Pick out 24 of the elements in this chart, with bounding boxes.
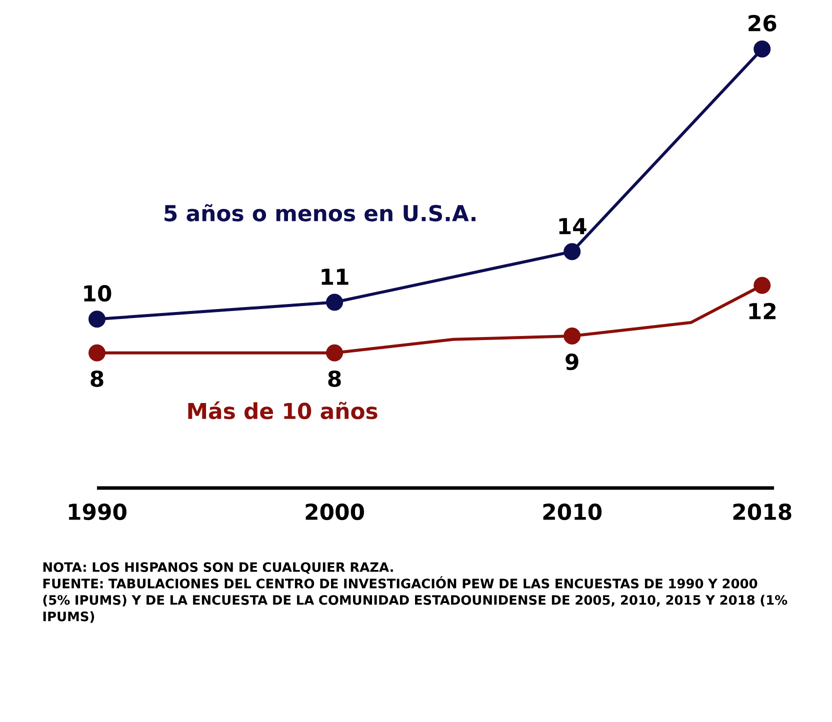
point bbox=[754, 276, 771, 294]
x-tick-label: 1990 bbox=[68, 504, 126, 520]
x-tick-label: 2010 bbox=[543, 504, 602, 520]
data-label: 26 bbox=[748, 14, 776, 32]
point bbox=[754, 40, 771, 58]
data-label: 12 bbox=[749, 302, 776, 320]
text: Más de 10 años bbox=[188, 401, 378, 420]
data-label: 11 bbox=[322, 268, 348, 285]
point bbox=[326, 294, 344, 311]
data-label: 14 bbox=[559, 218, 586, 234]
text: 5 años o menos en U.S.A. bbox=[164, 204, 476, 222]
point bbox=[326, 344, 344, 362]
data-label: 10 bbox=[84, 285, 112, 302]
data-label: 8 bbox=[90, 370, 104, 388]
data-label: 8 bbox=[328, 370, 341, 388]
point bbox=[564, 328, 581, 345]
data-label: 9 bbox=[566, 354, 578, 370]
x-tick-label: 2000 bbox=[306, 504, 364, 520]
point bbox=[88, 344, 106, 362]
point bbox=[564, 243, 581, 260]
source-note: FUENTE: TABULACIONES DEL CENTRO DE INVESTIGACIÓN PEW DE LAS ENCUESTAS DE 1990 Y 2000 (5% IPUMS) Y DE LA ENCUESTA DE LA COMUNIDAD ESTADOUNIDENSE DE 2005, 2010, 2015 Y 2018 (1% IPUMS) bbox=[43, 576, 788, 623]
text: NOTA: LOS HISPANOS SON DE CUALQUIER RAZA. bbox=[43, 562, 393, 574]
x-tick-label: 2018 bbox=[733, 504, 792, 520]
point bbox=[88, 310, 106, 328]
